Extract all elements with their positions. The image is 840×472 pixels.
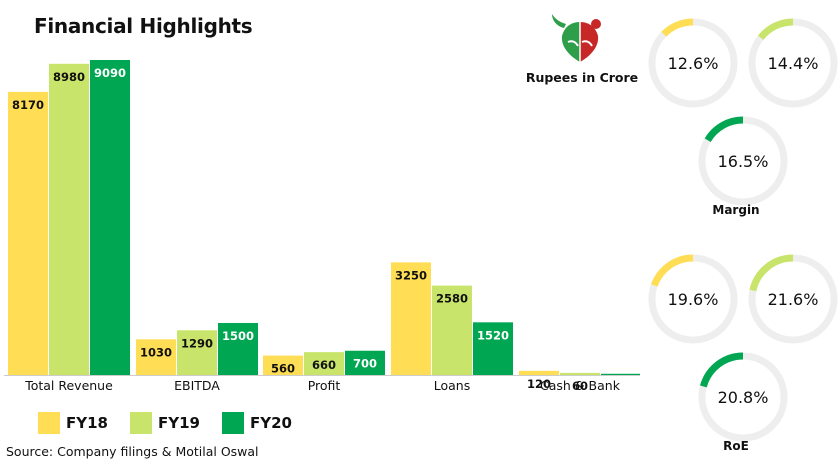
bar-fy18-2 bbox=[263, 355, 303, 375]
ring-graphic bbox=[748, 254, 838, 344]
bar-fy18-3 bbox=[391, 262, 431, 375]
bar-fy20-4 bbox=[601, 373, 640, 375]
ring-graphic bbox=[648, 18, 738, 108]
legend-item-fy19: FY19 bbox=[129, 412, 200, 434]
legend-label: FY18 bbox=[66, 414, 108, 432]
chart-legend: FY18 FY19 FY20 bbox=[38, 412, 292, 434]
ring-graphic bbox=[648, 254, 738, 344]
legend-swatch bbox=[38, 412, 60, 434]
bar-fy19-2 bbox=[304, 352, 344, 375]
ring-arc bbox=[648, 18, 738, 108]
category-label-2: Profit bbox=[308, 378, 341, 393]
legend-swatch bbox=[129, 412, 152, 434]
ring-value: 16.5% bbox=[717, 151, 769, 171]
ring-arc bbox=[698, 116, 788, 206]
data-label-fy18-2: 560 bbox=[271, 362, 295, 376]
bar-fy18-0 bbox=[8, 91, 48, 375]
metric-caption-roe: RoE bbox=[723, 439, 749, 453]
bar-fy20-0 bbox=[90, 60, 130, 375]
data-label-fy20-3: 1520 bbox=[477, 328, 509, 342]
data-label-fy18-1: 1030 bbox=[140, 345, 172, 359]
data-label-fy19-0: 8980 bbox=[53, 70, 85, 84]
ring-value: 20.8% bbox=[717, 387, 769, 407]
data-label-fy18-4: 120 bbox=[527, 377, 551, 391]
ring-value: 19.6% bbox=[667, 289, 719, 309]
bar-fy18-1 bbox=[136, 339, 176, 375]
data-label-fy20-4: 35 bbox=[613, 380, 629, 394]
data-label-fy20-0: 9090 bbox=[94, 66, 126, 80]
bar-fy19-1 bbox=[177, 330, 217, 375]
ring-graphic bbox=[748, 18, 838, 108]
category-label-0: Total Revenue bbox=[24, 378, 113, 393]
metric-caption-margin: Margin bbox=[712, 203, 760, 217]
legend-label: FY19 bbox=[157, 414, 200, 432]
ring-graphic bbox=[698, 352, 788, 442]
data-label-fy20-1: 1500 bbox=[222, 329, 254, 343]
bar-fy19-3 bbox=[432, 285, 472, 375]
legend-item-fy18: FY18 bbox=[38, 412, 108, 434]
ring-margin-fy20: 16.5% bbox=[696, 114, 790, 208]
ring-graphic bbox=[698, 116, 788, 206]
bar-fy20-3 bbox=[473, 322, 513, 375]
ring-value: 14.4% bbox=[767, 53, 819, 73]
ring-arc bbox=[698, 352, 788, 442]
bar-fy18-4 bbox=[519, 370, 559, 375]
ring-value: 21.6% bbox=[767, 289, 819, 309]
bar-fy19-0 bbox=[49, 63, 89, 375]
legend-item-fy20: FY20 bbox=[221, 412, 292, 434]
ring-arc bbox=[648, 254, 738, 344]
bar-fy20-1 bbox=[218, 323, 258, 375]
bar-fy19-4 bbox=[560, 372, 600, 375]
data-label-fy18-0: 8170 bbox=[12, 98, 44, 112]
unit-label: Rupees in Crore bbox=[525, 70, 639, 85]
ring-arc bbox=[748, 18, 838, 108]
page-title: Financial Highlights bbox=[34, 14, 253, 38]
ring-arc bbox=[748, 254, 838, 344]
category-label-3: Loans bbox=[434, 378, 471, 393]
ring-roe-fy18: 19.6% bbox=[646, 252, 740, 346]
bar-chart: 8170 8980 9090 Total Revenue 1030 1290 1500 EBI… bbox=[4, 60, 640, 394]
bar-fy20-2 bbox=[345, 350, 385, 375]
data-label-fy20-2: 700 bbox=[353, 357, 377, 371]
legend-label: FY20 bbox=[249, 414, 292, 432]
data-label-fy18-3: 3250 bbox=[395, 268, 427, 282]
category-label-1: EBITDA bbox=[174, 378, 220, 393]
data-label-fy19-2: 660 bbox=[312, 358, 336, 372]
legend-swatch bbox=[221, 412, 244, 434]
data-label-fy19-1: 1290 bbox=[181, 336, 213, 350]
bull-bear-logo-icon bbox=[552, 14, 601, 62]
ring-roe-fy20: 20.8% bbox=[696, 350, 790, 444]
data-label-fy19-4: 60 bbox=[572, 379, 588, 393]
ring-margin-fy19: 14.4% bbox=[746, 16, 840, 110]
category-label-4: Cash & Bank bbox=[540, 378, 621, 393]
data-label-fy19-3: 2580 bbox=[436, 292, 468, 306]
ring-value: 12.6% bbox=[667, 53, 719, 73]
ring-margin-fy18: 12.6% bbox=[646, 16, 740, 110]
ring-roe-fy19: 21.6% bbox=[746, 252, 840, 346]
source-note: Source: Company filings & Motilal Oswal bbox=[6, 444, 259, 459]
